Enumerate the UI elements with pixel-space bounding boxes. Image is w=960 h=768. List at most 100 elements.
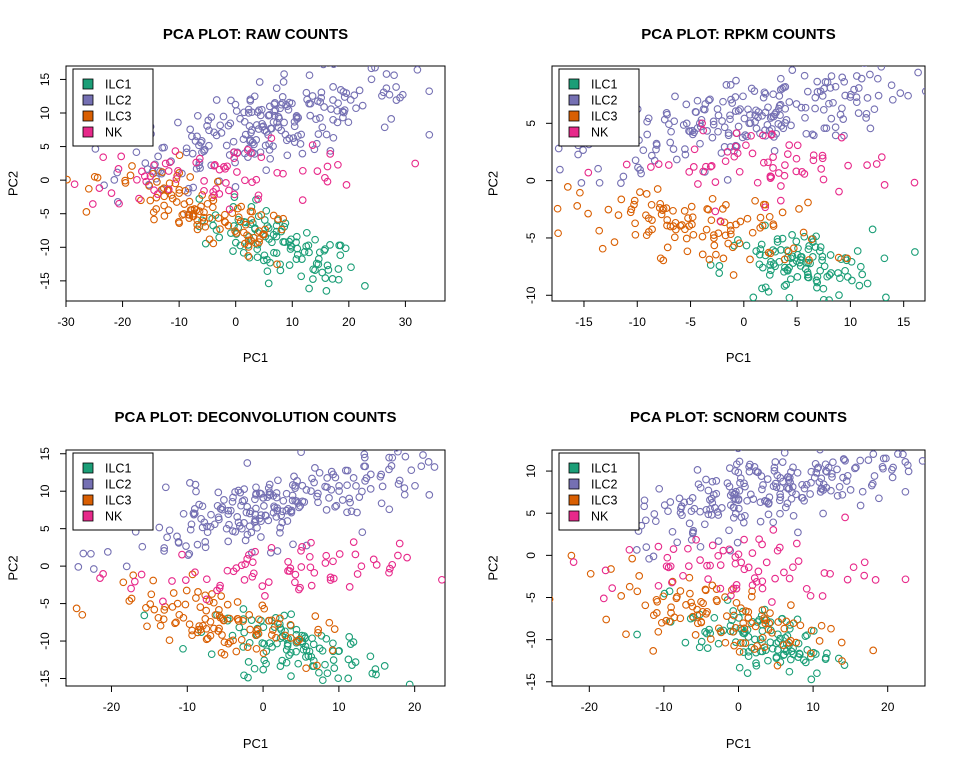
point-ilc2 [360,453,369,462]
point-nk [721,157,730,166]
point-ilc2 [282,136,291,145]
pca-panel-2: PCA PLOT: RPKM COUNTS-15 -10 -5 0 5 10 15-10-5… [485,26,926,365]
point-ilc2 [668,527,677,536]
point-nk [730,152,739,161]
point-nk [690,145,699,154]
point-ilc3 [202,624,211,633]
point-ilc2 [186,479,194,487]
point-nk [664,161,673,169]
point-ilc2 [652,145,660,154]
point-nk [291,578,299,587]
point-ilc1 [813,669,821,678]
point-ilc3 [224,639,233,648]
pca-panel-3: PCA PLOT: DECONVOLUTION COUNTS-20 -10 0 10 2… [5,409,446,751]
point-ilc2 [761,89,770,98]
point-ilc2 [556,165,564,174]
point-ilc2 [387,115,396,123]
point-ilc2 [338,496,347,504]
point-ilc1 [768,644,777,653]
point-ilc2 [314,130,323,138]
y-axis-label: PC2 [485,171,500,196]
point-ilc2 [280,70,288,78]
point-ilc2 [276,528,284,537]
legend-swatch [82,478,94,490]
point-ilc2 [349,474,358,482]
point-nk [245,550,253,559]
point-ilc3 [192,594,200,602]
point-ilc1 [807,675,816,684]
point-ilc1 [796,253,805,261]
point-ilc3 [780,255,789,264]
point-ilc3 [193,221,202,229]
point-ilc3 [758,633,767,642]
point-ilc2 [306,111,315,120]
point-ilc2 [195,158,204,167]
point-nk [115,199,123,208]
point-ilc1 [728,616,736,624]
point-ilc2 [237,501,245,510]
point-ilc2 [727,95,735,104]
point-ilc2 [350,91,359,100]
point-ilc1 [757,240,766,249]
point-ilc3 [761,200,770,209]
point-ilc2 [797,103,806,112]
point-ilc2 [252,491,260,499]
point-ilc3 [255,238,263,246]
point-nk [164,185,173,194]
point-ilc2 [392,83,400,91]
point-ilc2 [794,528,802,537]
point-ilc1 [245,638,254,647]
point-ilc3 [244,243,253,251]
point-ilc2 [326,147,335,155]
point-ilc2 [307,487,315,495]
legend-swatch [82,494,94,506]
point-nk [313,167,322,175]
point-ilc2 [224,510,233,519]
point-ilc2 [640,496,649,505]
point-ilc1 [230,193,239,201]
point-ilc2 [240,485,249,493]
point-ilc1 [361,282,369,290]
point-ilc2 [182,144,191,153]
point-ilc2 [273,118,281,127]
point-ilc2 [332,501,341,510]
x-tick-label: 10 [806,700,820,714]
point-nk [806,591,815,600]
point-ilc2 [425,491,434,499]
point-ilc2 [850,85,858,94]
point-ilc2 [803,87,812,96]
point-ilc2 [313,492,321,501]
point-ilc3 [211,611,220,619]
point-ilc2 [761,497,769,505]
point-nk [210,161,219,170]
point-ilc2 [303,95,311,104]
point-ilc1 [276,662,285,670]
point-ilc2 [355,86,364,95]
point-ilc2 [672,155,681,164]
point-ilc3 [72,604,81,613]
point-ilc2 [520,501,527,508]
point-nk [267,134,276,143]
y-tick-label: 5 [38,143,52,150]
point-nk [703,561,711,570]
point-ilc1 [270,248,278,257]
point-nk [871,576,880,584]
point-ilc2 [726,111,734,120]
point-ilc1 [293,250,302,259]
point-ilc2 [244,109,253,117]
point-ilc2 [400,484,409,492]
point-ilc2 [720,123,729,132]
point-ilc3 [314,628,322,637]
point-ilc2 [250,140,258,149]
point-ilc3 [744,608,753,616]
point-ilc2 [733,538,742,547]
point-ilc2 [641,516,650,525]
point-ilc2 [888,473,897,482]
point-ilc2 [772,108,780,117]
point-ilc1 [285,261,294,269]
point-ilc2 [764,510,773,519]
point-ilc3 [121,176,129,185]
point-nk [910,178,919,187]
point-ilc3 [815,637,824,645]
x-axis-label: PC1 [726,350,751,365]
